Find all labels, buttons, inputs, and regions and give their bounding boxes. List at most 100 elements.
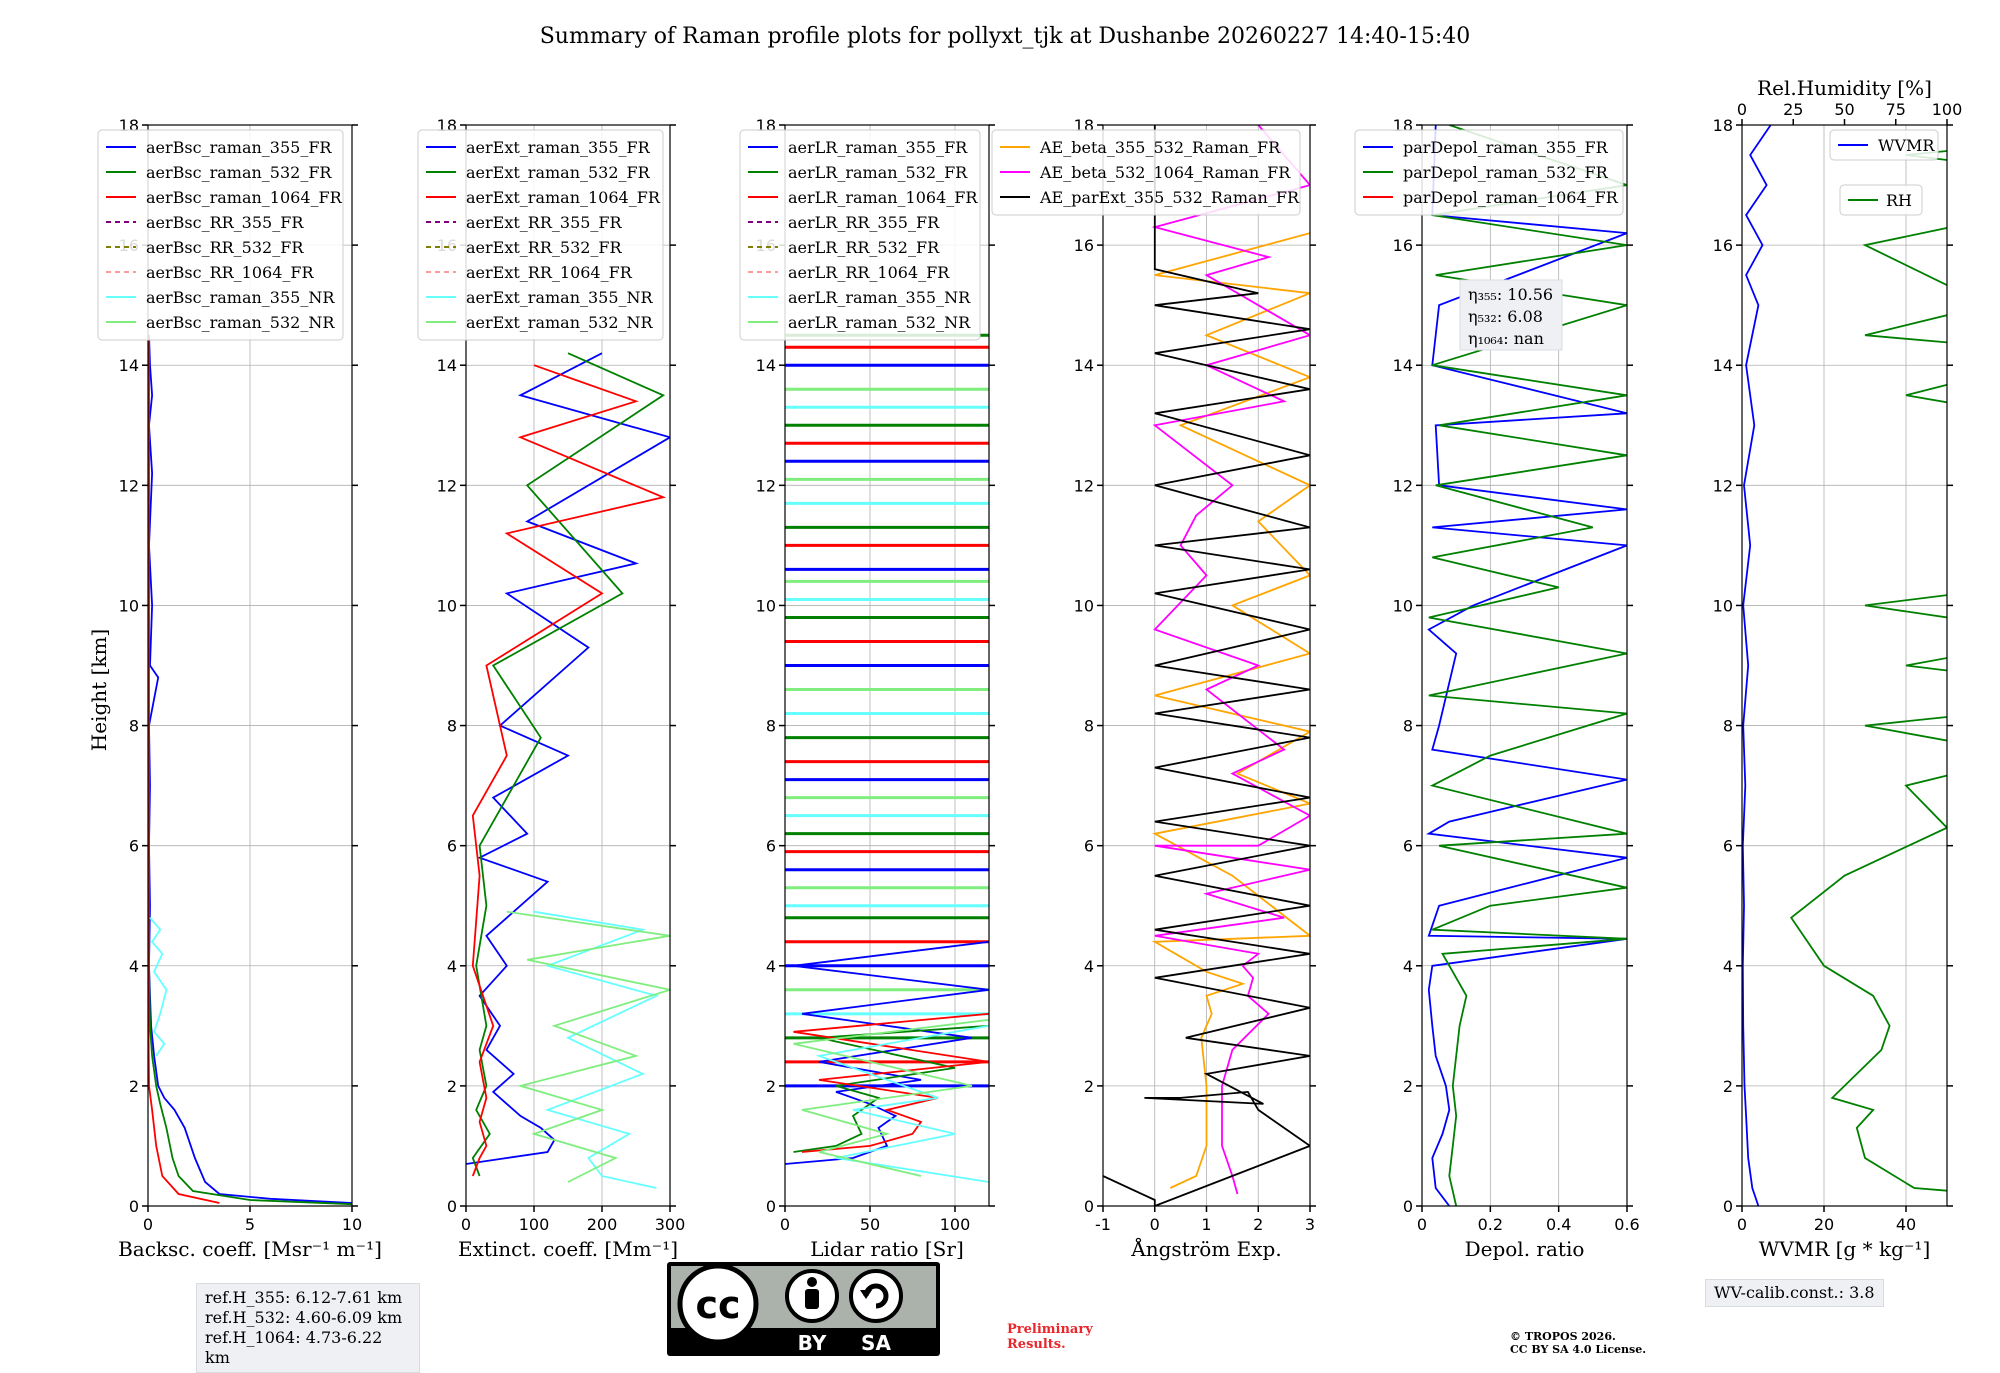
series-AE_beta_355_532_Raman_FR [1151, 232, 1310, 1189]
legend-box [97, 129, 344, 341]
eta-box [1459, 279, 1563, 351]
series-RH [1789, 150, 1947, 1192]
series-aerExt_raman_532_FR [471, 352, 666, 1177]
legend-entry: aerExt_raman_1064_FR [466, 188, 661, 207]
legend-entry: aerLR_RR_532_FR [788, 238, 940, 257]
legend-entry: aerExt_raman_355_NR [466, 288, 654, 307]
axes-frame [784, 124, 990, 1207]
x-axis-label: Backsc. coeff. [Msr⁻¹ m⁻¹] [118, 1237, 382, 1261]
axes-frame [465, 124, 671, 1207]
y-tick-label: 12 [437, 476, 457, 495]
legend-entry: parDepol_raman_1064_FR [1403, 188, 1619, 207]
legend-entry: aerBsc_raman_532_FR [146, 163, 332, 182]
plot-area-wv [1742, 125, 1947, 1206]
top-axis-label: Rel.Humidity [%] [1757, 76, 1932, 100]
eta-label: η₁₀₆₄: nan [1468, 329, 1544, 348]
y-tick-label: 6 [766, 837, 776, 856]
legend-depol: parDepol_raman_355_FR parDepol_raman_532_… [1354, 129, 1624, 216]
legend-entry: aerLR_raman_1064_FR [788, 188, 978, 207]
y-tick-label: 14 [1074, 356, 1094, 375]
wv-calibration-box: WV-calib.const.: 3.8 [1705, 1279, 1884, 1307]
y-tick-label: 8 [1403, 717, 1413, 736]
top-tick-label: 0 [1737, 100, 1747, 119]
y-tick-label: 12 [1393, 476, 1413, 495]
series-aerExt_raman_355_FR [466, 352, 670, 1165]
ref-height-355: ref.H_355: 6.12-7.61 km [205, 1288, 403, 1307]
y-tick-label: 0 [1723, 1197, 1733, 1216]
y-tick-label: 2 [129, 1077, 139, 1096]
legend-box [1354, 129, 1624, 216]
legend-entry: aerLR_RR_1064_FR [788, 263, 950, 282]
y-tick-label: 4 [1723, 957, 1733, 976]
series-aerExt_raman_1064_FR [471, 364, 667, 1177]
legend-entry: aerBsc_RR_1064_FR [146, 263, 315, 282]
x-tick-label: 100 [940, 1215, 971, 1234]
series-aerLR_raman_532_FR [793, 1024, 989, 1153]
x-tick-label: 5 [245, 1215, 255, 1234]
wv-calibration-const: WV-calib.const.: 3.8 [1714, 1283, 1875, 1302]
y-tick-label: 0 [1084, 1197, 1094, 1216]
series-aerLR_raman_1064_FR [793, 1012, 989, 1153]
top-tick-label: 100 [1932, 100, 1963, 119]
legend-lr: aerLR_raman_355_FR aerLR_raman_532_FR aerL… [739, 129, 981, 341]
legend-entry: AE_parExt_355_532_Raman_FR [1039, 188, 1300, 207]
legend-entry: aerBsc_raman_355_FR [146, 138, 332, 157]
series-aerLR_raman_532_NR [793, 1018, 989, 1177]
legend-entry: aerExt_raman_355_FR [466, 138, 651, 157]
y-tick-label: 12 [1074, 476, 1094, 495]
top-tick-label: 75 [1886, 100, 1906, 119]
badge-sa-text: SA [861, 1331, 891, 1355]
series-WVMR [1742, 125, 1772, 1206]
y-tick-label: 12 [1713, 476, 1733, 495]
legend-box [1839, 184, 1923, 216]
legend-entry: aerExt_raman_532_FR [466, 163, 651, 182]
legend-entry: aerBsc_RR_532_FR [146, 238, 304, 257]
legend-rh: RH [1839, 184, 1923, 216]
y-tick-label: 0 [447, 1197, 457, 1216]
x-tick-label: -1 [1095, 1215, 1111, 1234]
share-alike-icon [849, 1269, 903, 1323]
y-tick-label: 10 [437, 596, 457, 615]
x-axis-label: Extinct. coeff. [Mm⁻¹] [458, 1237, 678, 1261]
x-tick-label: 40 [1896, 1215, 1916, 1234]
series-aerLR_raman_355_FR [785, 940, 989, 1165]
y-tick-label: 10 [119, 596, 139, 615]
plot-area-depol [1426, 125, 1627, 1206]
x-tick-label: 10 [342, 1215, 362, 1234]
legend-entry: aerExt_RR_355_FR [466, 213, 623, 232]
license-badge[interactable]: cc BY SA [667, 1262, 940, 1356]
legend-entry: AE_beta_355_532_Raman_FR [1039, 138, 1281, 157]
panel-lr: 024681012141618050100Lidar ratio [Sr]aer… [739, 116, 995, 1261]
eta-label: η₃₅₅: 10.56 [1468, 285, 1553, 304]
y-tick-label: 8 [129, 717, 139, 736]
copyright-note: © TROPOS 2026. CC BY SA 4.0 License. [1510, 1330, 1647, 1356]
legend-entry: aerLR_RR_355_FR [788, 213, 940, 232]
y-tick-label: 18 [1713, 116, 1733, 135]
y-tick-label: 0 [129, 1197, 139, 1216]
y-tick-label: 6 [1403, 837, 1413, 856]
y-tick-label: 16 [1074, 236, 1094, 255]
y-tick-label: 4 [1403, 957, 1413, 976]
x-tick-label: 200 [587, 1215, 618, 1234]
panel-bsc: 0246810121416180510Backsc. coeff. [Msr⁻¹… [97, 116, 382, 1261]
x-tick-label: 0.4 [1546, 1215, 1571, 1234]
legend-entry: aerExt_RR_532_FR [466, 238, 623, 257]
legend-entry: RH [1886, 191, 1912, 210]
x-tick-label: 3 [1305, 1215, 1315, 1234]
y-tick-label: 2 [1403, 1077, 1413, 1096]
plot-area-lr [785, 333, 989, 1183]
x-tick-label: 0 [1737, 1215, 1747, 1234]
legend-box [991, 129, 1301, 216]
ref-height-532: ref.H_532: 4.60-6.09 km [205, 1308, 403, 1327]
x-tick-label: 0 [1417, 1215, 1427, 1234]
y-tick-label: 4 [1084, 957, 1094, 976]
y-tick-label: 0 [766, 1197, 776, 1216]
series-aerBsc_raman_355_FR [148, 335, 352, 1204]
x-tick-label: 0.6 [1614, 1215, 1639, 1234]
series-aerBsc_raman_1064_FR [148, 335, 220, 1204]
y-tick-label: 12 [756, 476, 776, 495]
y-tick-label: 6 [447, 837, 457, 856]
